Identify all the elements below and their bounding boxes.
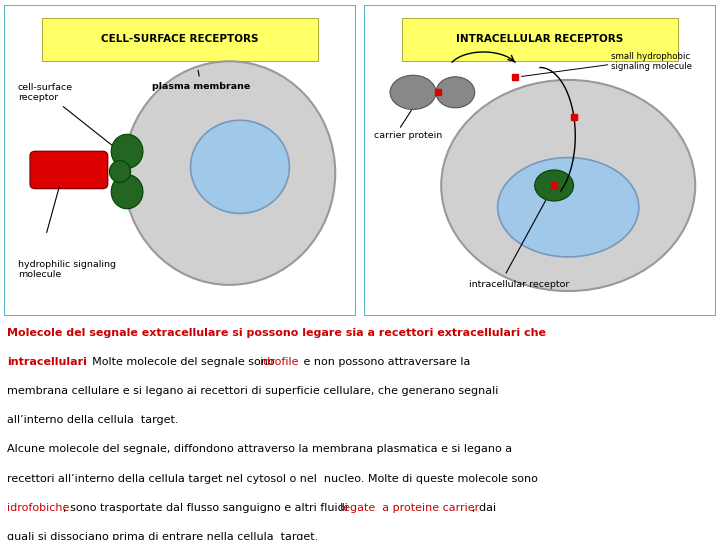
Text: carrier protein: carrier protein [374,131,442,140]
Text: membrana cellulare e si legano ai recettori di superficie cellulare, che generan: membrana cellulare e si legano ai recett… [7,386,498,396]
Text: , dai: , dai [472,503,496,513]
Text: ; sono trasportate dal flusso sanguigno e altri fluidi: ; sono trasportate dal flusso sanguigno … [63,503,351,513]
Text: intracellulari: intracellulari [7,357,87,367]
Text: .   Molte molecole del segnale sono: . Molte molecole del segnale sono [78,357,278,367]
Text: Molecole del segnale extracellulare si possono legare sia a recettori extracellu: Molecole del segnale extracellulare si p… [7,328,546,338]
Text: recettori all’interno della cellula target nel cytosol o nel  nucleo. Molte di q: recettori all’interno della cellula targ… [7,474,538,484]
Text: intracellular receptor: intracellular receptor [469,280,570,289]
Ellipse shape [111,134,143,168]
Ellipse shape [436,77,474,108]
Text: all’interno della cellula  target.: all’interno della cellula target. [7,415,179,426]
Text: small hydrophobic
signaling molecule: small hydrophobic signaling molecule [611,52,691,71]
Text: legate  a proteine carrier: legate a proteine carrier [341,503,480,513]
Ellipse shape [535,170,574,201]
Text: idrofile: idrofile [260,357,298,367]
FancyBboxPatch shape [30,151,108,188]
Ellipse shape [390,75,436,110]
Text: cell-surface
receptor: cell-surface receptor [18,83,122,153]
Text: quali si dissociano prima di entrare nella cellula  target.: quali si dissociano prima di entrare nel… [7,532,318,540]
Ellipse shape [191,120,289,213]
Ellipse shape [111,174,143,209]
Ellipse shape [441,80,696,291]
Text: INTRACELLULAR RECEPTORS: INTRACELLULAR RECEPTORS [456,33,624,44]
FancyBboxPatch shape [402,18,678,62]
FancyBboxPatch shape [42,18,318,62]
Ellipse shape [124,61,336,285]
Ellipse shape [109,160,130,183]
Text: CELL-SURFACE RECEPTORS: CELL-SURFACE RECEPTORS [102,33,258,44]
Text: hydrophilic signaling
molecule: hydrophilic signaling molecule [18,260,116,279]
Text: idrofobiche: idrofobiche [7,503,70,513]
Text: e non possono attraversare la: e non possono attraversare la [300,357,470,367]
Text: plasma membrane: plasma membrane [152,70,250,91]
Ellipse shape [498,158,639,257]
Text: Alcune molecole del segnale, diffondono attraverso la membrana plasmatica e si l: Alcune molecole del segnale, diffondono … [7,444,513,455]
